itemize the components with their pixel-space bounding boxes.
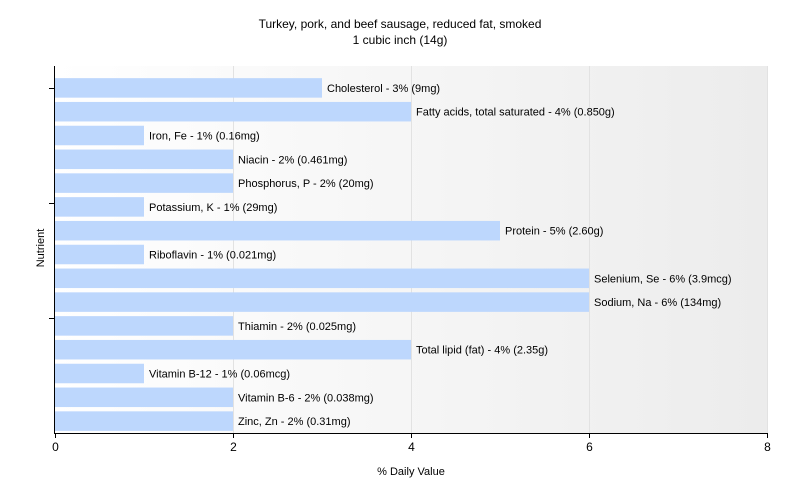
x-axis-title: % Daily Value: [377, 466, 445, 478]
chart-subtitle: 1 cubic inch (14g): [352, 33, 448, 47]
bar-14: [55, 411, 233, 431]
bar-2: [55, 125, 144, 146]
data-label-13: Vitamin B-6 - 2% (0.038mg): [238, 392, 374, 404]
x-tick-label-2: 4: [408, 440, 415, 454]
x-tick-label-0: 0: [52, 440, 59, 454]
data-label-3: Niacin - 2% (0.461mg): [238, 154, 347, 166]
data-label-5: Potassium, K - 1% (29mg): [149, 202, 277, 214]
data-label-12: Vitamin B-12 - 1% (0.06mcg): [149, 369, 290, 381]
data-label-8: Selenium, Se - 6% (3.9mcg): [594, 273, 732, 285]
bar-13: [55, 387, 233, 408]
data-label-1: Fatty acids, total saturated - 4% (0.850…: [416, 107, 615, 119]
x-tick-label-3: 6: [586, 440, 593, 454]
bar-4: [55, 173, 233, 193]
data-label-11: Total lipid (fat) - 4% (2.35g): [416, 345, 548, 357]
bar-9: [55, 292, 589, 312]
bar-1: [55, 101, 411, 122]
bar-11: [55, 339, 411, 360]
data-label-0: Cholesterol - 3% (9mg): [327, 83, 440, 95]
x-tick-label-4: 8: [764, 440, 771, 454]
data-label-2: Iron, Fe - 1% (0.16mg): [149, 131, 260, 143]
y-axis-title: Nutrient: [35, 228, 47, 268]
bar-10: [55, 316, 233, 336]
data-label-6: Protein - 5% (2.60g): [505, 226, 603, 238]
data-label-7: Riboflavin - 1% (0.021mg): [149, 250, 276, 262]
bar-3: [55, 149, 233, 170]
bar-12: [55, 363, 144, 384]
bar-8: [55, 268, 589, 289]
bar-6: [55, 220, 500, 241]
data-label-4: Phosphorus, P - 2% (20mg): [238, 178, 374, 190]
data-label-9: Sodium, Na - 6% (134mg): [594, 297, 721, 309]
bar-5: [55, 197, 144, 217]
chart-title: Turkey, pork, and beef sausage, reduced …: [258, 17, 542, 31]
x-tick-label-1: 2: [230, 440, 237, 454]
data-label-10: Thiamin - 2% (0.025mg): [238, 321, 356, 333]
bar-7: [55, 244, 144, 265]
bar-0: [55, 78, 322, 98]
data-label-14: Zinc, Zn - 2% (0.31mg): [238, 416, 350, 428]
